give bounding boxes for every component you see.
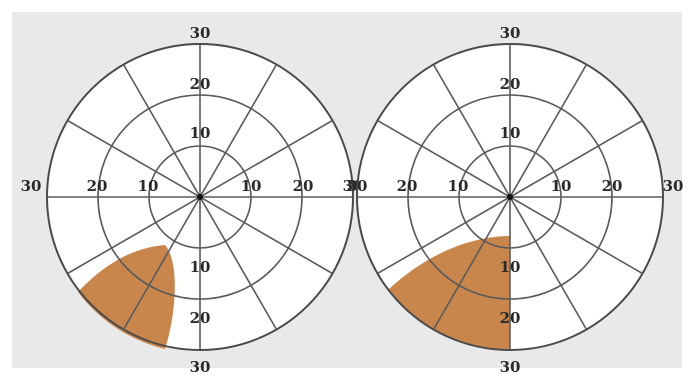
right-label-bottom-30: 30 <box>500 358 521 376</box>
right-label-top-20: 20 <box>500 75 521 93</box>
left-label-left-10: 10 <box>138 177 159 195</box>
right-label-top-10: 10 <box>500 124 521 142</box>
right-label-top-30: 30 <box>500 24 521 42</box>
left-field-scotoma <box>78 245 175 349</box>
right-label-right-30: 30 <box>663 177 684 195</box>
left-label-bottom-10: 10 <box>190 258 211 276</box>
left-label-top-30: 30 <box>190 24 211 42</box>
left-label-right-20: 20 <box>293 177 314 195</box>
right-label-left-20: 20 <box>397 177 418 195</box>
right-fixation-dot <box>507 194 513 200</box>
right-label-right-20: 20 <box>602 177 623 195</box>
right-visual-field: 30 20 10 30 20 10 10 20 30 10 20 30 <box>347 24 684 376</box>
right-label-right-10: 10 <box>551 177 572 195</box>
right-label-left-10: 10 <box>448 177 469 195</box>
right-label-left-30: 30 <box>347 177 368 195</box>
right-field-scotoma <box>388 236 510 351</box>
left-label-bottom-20: 20 <box>190 309 211 327</box>
left-label-top-10: 10 <box>190 124 211 142</box>
left-label-left-20: 20 <box>87 177 108 195</box>
left-label-left-30: 30 <box>21 177 42 195</box>
left-fixation-dot <box>197 194 203 200</box>
right-label-bottom-20: 20 <box>500 309 521 327</box>
right-label-bottom-10: 10 <box>500 258 521 276</box>
right-scale-labels: 30 20 10 30 20 10 10 20 30 10 20 30 <box>347 24 684 376</box>
left-label-right-10: 10 <box>241 177 262 195</box>
left-scale-labels: 30 20 10 30 20 10 10 20 30 10 20 30 <box>21 24 364 376</box>
left-label-bottom-30: 30 <box>190 358 211 376</box>
left-visual-field: 30 20 10 30 20 10 10 20 30 10 20 30 <box>21 24 364 376</box>
left-label-top-20: 20 <box>190 75 211 93</box>
